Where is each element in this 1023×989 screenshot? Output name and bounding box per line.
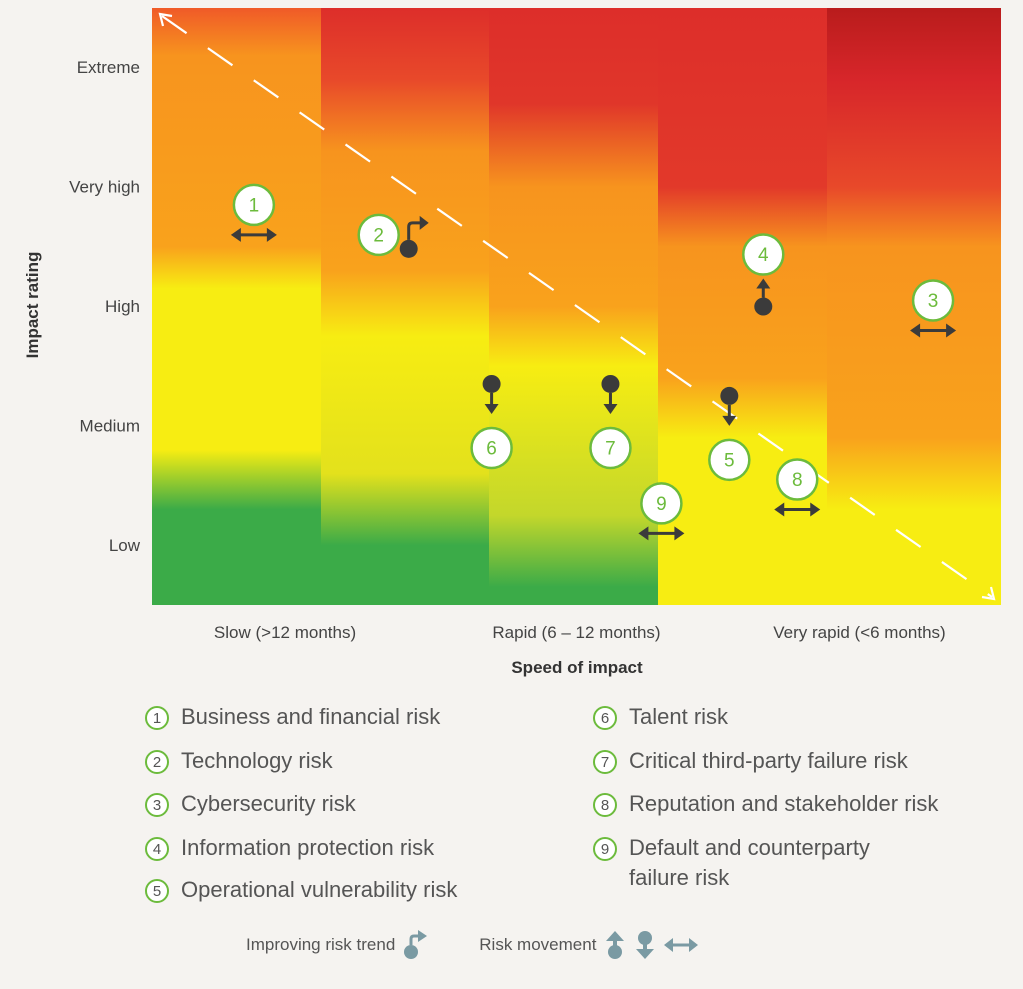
risk-marker-circle: [911, 279, 955, 322]
legend-number: 9: [593, 837, 617, 861]
trend-key: Improving risk trend Risk movement: [246, 930, 748, 960]
y-tick-label: Medium: [80, 416, 140, 435]
x-tick-label: Rapid (6 – 12 months): [492, 623, 660, 642]
improving-trend-label: Improving risk trend: [246, 935, 396, 954]
risk-marker-label: 8: [792, 470, 803, 491]
legend-label: Default and counterparty failure risk: [629, 835, 870, 890]
risk-movement-icon: [482, 374, 501, 414]
risk-marker-7: 7: [589, 374, 632, 470]
risk-movement-icon: [720, 386, 739, 426]
risk-marker-circle: [232, 183, 276, 227]
risk-movement-icon: [754, 278, 773, 316]
y-tick-label: Extreme: [77, 58, 140, 77]
risk-marker-circle: [742, 233, 785, 276]
risk-marker-circle: [357, 213, 400, 257]
y-tick-label: Low: [109, 536, 141, 555]
improving-trend-key: Improving risk trend: [246, 930, 429, 960]
up-movement-icon: [606, 931, 625, 959]
legend-label: Reputation and stakeholder risk: [629, 791, 939, 816]
risk-marker-8: 8: [774, 458, 821, 517]
legend-label: Information protection risk: [181, 835, 435, 860]
y-tick-label: High: [105, 297, 140, 316]
legend-item: 9 Default and counterparty failure risk: [593, 835, 923, 893]
legend-item: 4 Information protection risk: [145, 835, 435, 863]
legend-number: 3: [145, 793, 169, 817]
y-axis-title: Impact rating: [23, 252, 42, 359]
legend-number: 2: [145, 750, 169, 774]
risk-marker-3: 3: [910, 279, 957, 338]
y-tick-label: Very high: [69, 178, 140, 197]
risk-marker-circle: [640, 482, 683, 525]
x-tick-label: Slow (>12 months): [214, 623, 356, 642]
heatmap-column-2: [321, 8, 489, 605]
x-axis-ticks: Slow (>12 months) Rapid (6 – 12 months) Ve…: [214, 623, 946, 642]
legend-item: 7 Critical third-party failure risk: [593, 748, 908, 776]
x-axis-title: Speed of impact: [511, 658, 643, 677]
risk-marker-label: 1: [249, 195, 260, 216]
risk-marker-circle: [775, 458, 819, 501]
risk-marker-4: 4: [742, 233, 785, 316]
risk-marker-circle: [708, 438, 751, 482]
risk-movement-icon: [601, 374, 620, 414]
risk-movement-label: Risk movement: [479, 935, 597, 954]
horizontal-movement-icon: [664, 938, 699, 952]
risk-marker-label: 4: [758, 245, 769, 266]
x-tick-label: Very rapid (<6 months): [773, 623, 945, 642]
risk-marker-label: 6: [486, 438, 497, 459]
legend-number: 5: [145, 879, 169, 903]
risk-movement-icon: [638, 526, 685, 541]
legend-number: 4: [145, 837, 169, 861]
legend-number: 8: [593, 793, 617, 817]
risk-movement-icon: [910, 323, 957, 338]
risk-marker-9: 9: [638, 482, 685, 541]
legend-number: 7: [593, 750, 617, 774]
heatmap-column-4: [658, 8, 827, 605]
risk-markers: 1 2 3 4 5 6 7 8 9: [230, 183, 957, 541]
risk-movement-icon: [230, 227, 277, 242]
legend-label: Business and financial risk: [181, 704, 441, 729]
risk-marker-5: 5: [708, 386, 751, 482]
down-movement-icon: [636, 931, 655, 959]
heatmap-column-1: [152, 8, 321, 605]
risk-marker-label: 3: [928, 291, 939, 312]
risk-marker-circle: [470, 426, 513, 470]
risk-heatmap-chart: Extreme Very high High Medium Low Slow (>12 …: [23, 8, 1001, 677]
risk-marker-6: 6: [470, 374, 513, 470]
risk-marker-label: 7: [605, 438, 616, 459]
risk-marker-label: 5: [724, 450, 735, 471]
legend-number: 6: [593, 706, 617, 730]
y-axis-ticks: Extreme Very high High Medium Low: [69, 58, 141, 555]
improving-trend-icon: [404, 930, 428, 959]
legend-label: Operational vulnerability risk: [181, 877, 458, 902]
legend-label: Talent risk: [629, 704, 729, 729]
risk-marker-1: 1: [230, 183, 277, 242]
risk-legend: 1 Business and financial risk 2 Technolo…: [145, 700, 1015, 910]
legend-item: 1 Business and financial risk: [145, 704, 441, 732]
legend-label: Technology risk: [181, 748, 333, 773]
risk-marker-circle: [589, 426, 632, 470]
legend-label: Critical third-party failure risk: [629, 748, 908, 773]
risk-marker-label: 9: [656, 494, 667, 515]
risk-marker-2: 2: [357, 213, 429, 258]
legend-item: 2 Technology risk: [145, 748, 333, 776]
legend-number: 1: [145, 706, 169, 730]
risk-marker-label: 2: [373, 225, 384, 246]
risk-movement-icon: [774, 502, 821, 517]
legend-item: 5 Operational vulnerability risk: [145, 877, 458, 905]
legend-label: Cybersecurity risk: [181, 791, 356, 816]
legend-item: 8 Reputation and stakeholder risk: [593, 791, 939, 819]
legend-item: 3 Cybersecurity risk: [145, 791, 356, 819]
risk-movement-icon: [399, 215, 429, 258]
risk-movement-key: Risk movement: [479, 930, 699, 960]
risk-threshold-diagonal: [158, 12, 996, 601]
heatmap-column-3: [489, 8, 658, 605]
legend-item: 6 Talent risk: [593, 704, 729, 732]
